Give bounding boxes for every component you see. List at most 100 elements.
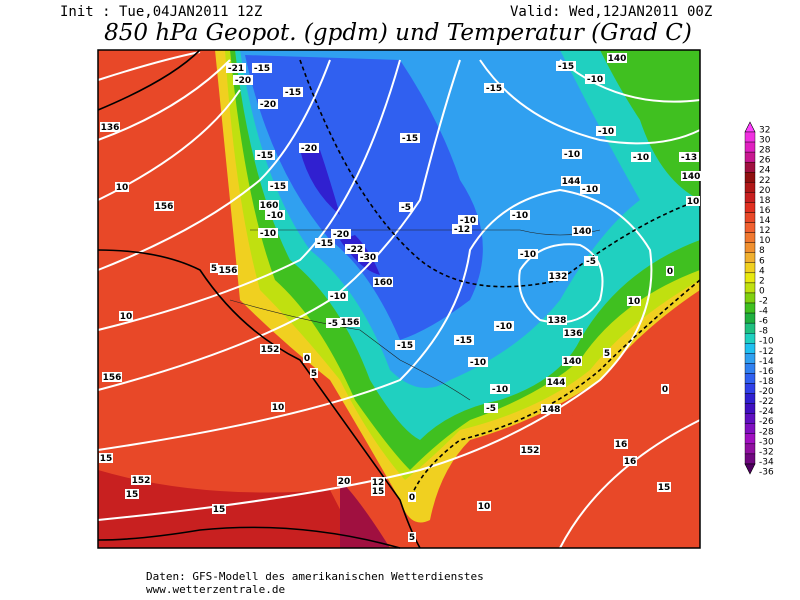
label-box (252, 63, 272, 73)
contour-label: -20 (301, 144, 317, 154)
label-box (100, 122, 120, 132)
contour-label: 0 (662, 385, 668, 395)
label-box (373, 277, 393, 287)
label-box (666, 266, 674, 276)
colorbar-swatch (744, 343, 756, 354)
contour-label: -15 (402, 134, 418, 144)
contour-label: -22 (347, 245, 363, 255)
label-box (563, 328, 583, 338)
contour-label: 160 (374, 278, 393, 288)
label-box (631, 152, 651, 162)
label-box (326, 318, 340, 328)
contour-label: -15 (456, 336, 472, 346)
contour-label: -12 (454, 225, 470, 235)
colorbar-label: -36 (759, 468, 774, 478)
contour-label: -20 (333, 230, 349, 240)
label-box (259, 200, 279, 210)
label-box (218, 265, 238, 275)
contour-label: 15 (126, 490, 139, 500)
colorbar-swatch (744, 423, 756, 434)
contour-label: -10 (633, 153, 649, 163)
contour-label: 144 (562, 177, 581, 187)
colorbar-label: -10 (759, 337, 774, 347)
label-box (548, 271, 568, 281)
contour-label: 160 (260, 201, 279, 211)
colorbar-label: -18 (759, 377, 774, 387)
contour-label: -13 (681, 153, 697, 163)
label-box (603, 348, 611, 358)
label-box (260, 344, 280, 354)
contour-label: -10 (582, 185, 598, 195)
colorbar-label: -16 (759, 367, 774, 377)
colorbar-label: 10 (759, 236, 771, 246)
contour-label: 0 (304, 354, 310, 364)
contour-label: 140 (563, 357, 582, 367)
colorbar-swatch (744, 282, 756, 294)
colorbar-swatch (744, 161, 756, 173)
contour-label: -15 (486, 84, 502, 94)
colorbar-swatch (744, 222, 756, 233)
label-box (408, 492, 416, 502)
label-box (484, 83, 504, 93)
contour-label: 5 (409, 533, 415, 543)
contour-label: -15 (317, 239, 333, 249)
label-box (303, 353, 311, 363)
label-box (627, 296, 641, 306)
colorbar-swatch (744, 182, 756, 193)
init-time: Init : Tue,04JAN2011 12Z (60, 4, 262, 20)
colorbar-arrow-bottom (744, 463, 756, 475)
colorbar-label: -26 (759, 417, 774, 427)
contour-label: -10 (267, 211, 283, 221)
contour-label: 156 (341, 318, 360, 328)
contour-label: 144 (547, 378, 566, 388)
colorbar-label: 22 (759, 176, 770, 186)
colorbar-label: -32 (759, 447, 774, 457)
contour-label: -10 (598, 127, 614, 137)
contour-label: -30 (360, 253, 376, 263)
contour-label: -15 (397, 341, 413, 351)
label-box (561, 176, 581, 186)
label-box (562, 149, 582, 159)
contour-label: -20 (235, 76, 251, 86)
colorbar-swatch (744, 383, 756, 394)
label-box (154, 201, 174, 211)
contour-label: -10 (520, 250, 536, 260)
label-box (119, 311, 133, 321)
label-box (255, 150, 275, 160)
colorbar-label: 12 (759, 226, 770, 236)
colorbar-swatch (744, 393, 756, 404)
label-box (258, 99, 278, 109)
label-box (233, 75, 253, 85)
colorbar-swatch (744, 433, 756, 445)
colorbar-label: 32 (759, 125, 770, 135)
label-box (283, 87, 303, 97)
contour-label: -10 (330, 292, 346, 302)
label-box (596, 126, 616, 136)
contour-label: -10 (564, 150, 580, 160)
label-box (340, 317, 360, 327)
colorbar-label: -8 (759, 327, 768, 337)
label-box (299, 143, 319, 153)
colorbar-swatch (744, 353, 756, 364)
colorbar-label: -20 (759, 387, 774, 397)
colorbar-label: 24 (759, 166, 771, 176)
label-box (337, 476, 351, 486)
colorbar-label: 4 (759, 266, 765, 276)
label-box (494, 321, 514, 331)
colorbar-label: -30 (759, 437, 774, 447)
contour-label: -15 (285, 88, 301, 98)
label-box (115, 182, 129, 192)
colorbar-swatch (744, 252, 756, 263)
label-box (490, 384, 510, 394)
colorbar-swatch (744, 151, 756, 163)
contour-label: 132 (549, 272, 568, 282)
colorbar-swatch (744, 141, 756, 153)
label-box (679, 152, 699, 162)
label-box (345, 244, 365, 254)
contour-label: 5 (604, 349, 610, 359)
label-box (328, 291, 348, 301)
label-box (258, 228, 278, 238)
label-box (265, 210, 285, 220)
colorbar-label: -4 (759, 307, 768, 317)
